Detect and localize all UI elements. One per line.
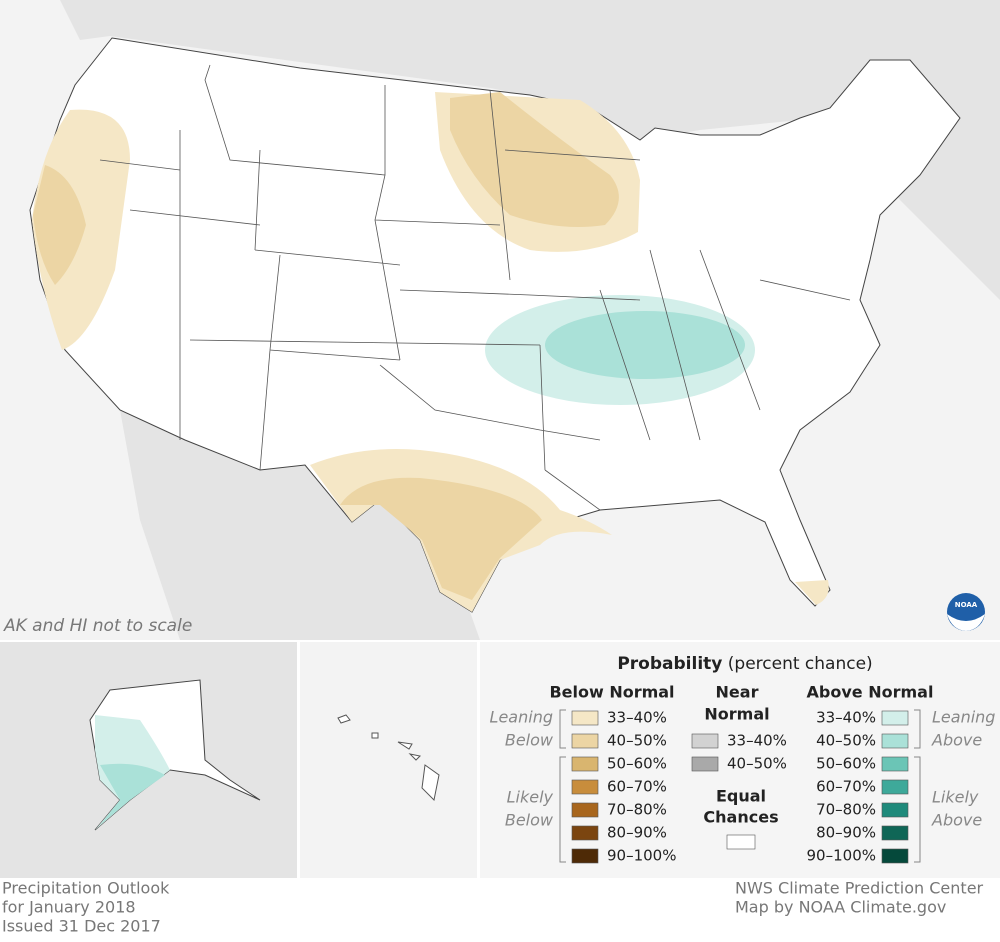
swatch-label: 80–90% — [607, 824, 667, 842]
bracket — [559, 709, 566, 863]
legend-text: Above — [931, 811, 982, 830]
swatch — [571, 802, 599, 818]
outlook-region — [450, 92, 619, 228]
swatch — [881, 733, 909, 749]
logo-wave — [947, 614, 985, 631]
legend-text: NWS Climate Prediction Center — [735, 879, 984, 898]
swatch-label: 40–50% — [816, 732, 876, 750]
legend-text: Map by NOAA Climate.gov — [735, 898, 946, 917]
legend-text: Likely — [932, 788, 979, 807]
swatch-label: 33–40% — [607, 709, 667, 727]
hawaii-panel — [300, 642, 477, 878]
hawaii — [337, 714, 440, 802]
swatch-label: 50–60% — [816, 755, 876, 773]
legend-text: Near — [716, 683, 759, 702]
legend-text: Leaning — [932, 708, 995, 727]
legend-text: for January 2018 — [2, 898, 136, 917]
swatch — [571, 733, 599, 749]
swatch-label: 90–100% — [607, 847, 676, 865]
noaa-logo: NOAA — [947, 593, 985, 631]
logo-text: NOAA — [955, 601, 978, 609]
legend-text: Below — [505, 731, 554, 750]
swatch — [571, 710, 599, 726]
legend-title: Probability (percent chance) — [617, 654, 872, 674]
legend-text: Normal — [704, 705, 769, 724]
swatch — [691, 756, 719, 772]
swatch — [881, 756, 909, 772]
swatch-label: 33–40% — [727, 732, 787, 750]
swatch — [881, 825, 909, 841]
legend-text: Above Normal — [807, 683, 934, 702]
mexico — [120, 410, 480, 640]
swatch — [881, 710, 909, 726]
swatch — [571, 825, 599, 841]
outlook-region — [340, 477, 542, 600]
canada — [60, 0, 1000, 300]
legend-text: Below Normal — [549, 683, 674, 702]
alaska-outlook — [95, 715, 170, 830]
swatch-label: 33–40% — [816, 709, 876, 727]
state-lines — [99, 64, 851, 511]
swatch-label: 70–80% — [816, 801, 876, 819]
legend-text: Chances — [703, 808, 778, 827]
swatch-label: 40–50% — [727, 755, 787, 773]
legend-text: Equal — [716, 787, 766, 806]
legend-title-main: Probability — [617, 654, 722, 674]
swatch — [691, 733, 719, 749]
swatch-label: 60–70% — [816, 778, 876, 796]
swatch-label: 90–100% — [807, 847, 876, 865]
us-land — [29, 37, 961, 613]
swatch — [881, 848, 909, 864]
swatch-label: 80–90% — [816, 824, 876, 842]
swatch — [881, 779, 909, 795]
swatch — [571, 779, 599, 795]
outlook-region — [795, 580, 829, 605]
swatch — [571, 848, 599, 864]
outlook-region — [33, 165, 86, 285]
bracket — [914, 709, 921, 863]
outlook-region — [545, 311, 745, 379]
legend-text: Below — [505, 811, 554, 830]
swatch-label: 50–60% — [607, 755, 667, 773]
legend-text: Issued 31 Dec 2017 — [2, 917, 161, 936]
scale-note: AK and HI not to scale — [3, 616, 192, 636]
legend-subtitle: (percent chance) — [728, 654, 873, 674]
swatch-label: 40–50% — [607, 732, 667, 750]
outlook-region — [100, 763, 165, 825]
swatch — [881, 802, 909, 818]
swatch — [571, 756, 599, 772]
legend-text: Precipitation Outlook — [2, 879, 170, 898]
legend-text: Likely — [507, 788, 554, 807]
swatch — [726, 834, 756, 850]
footer-bg — [0, 878, 1000, 938]
swatch-label: 60–70% — [607, 778, 667, 796]
legend-text: Leaning — [490, 708, 553, 727]
legend-text: Above — [931, 731, 982, 750]
swatch-label: 70–80% — [607, 801, 667, 819]
